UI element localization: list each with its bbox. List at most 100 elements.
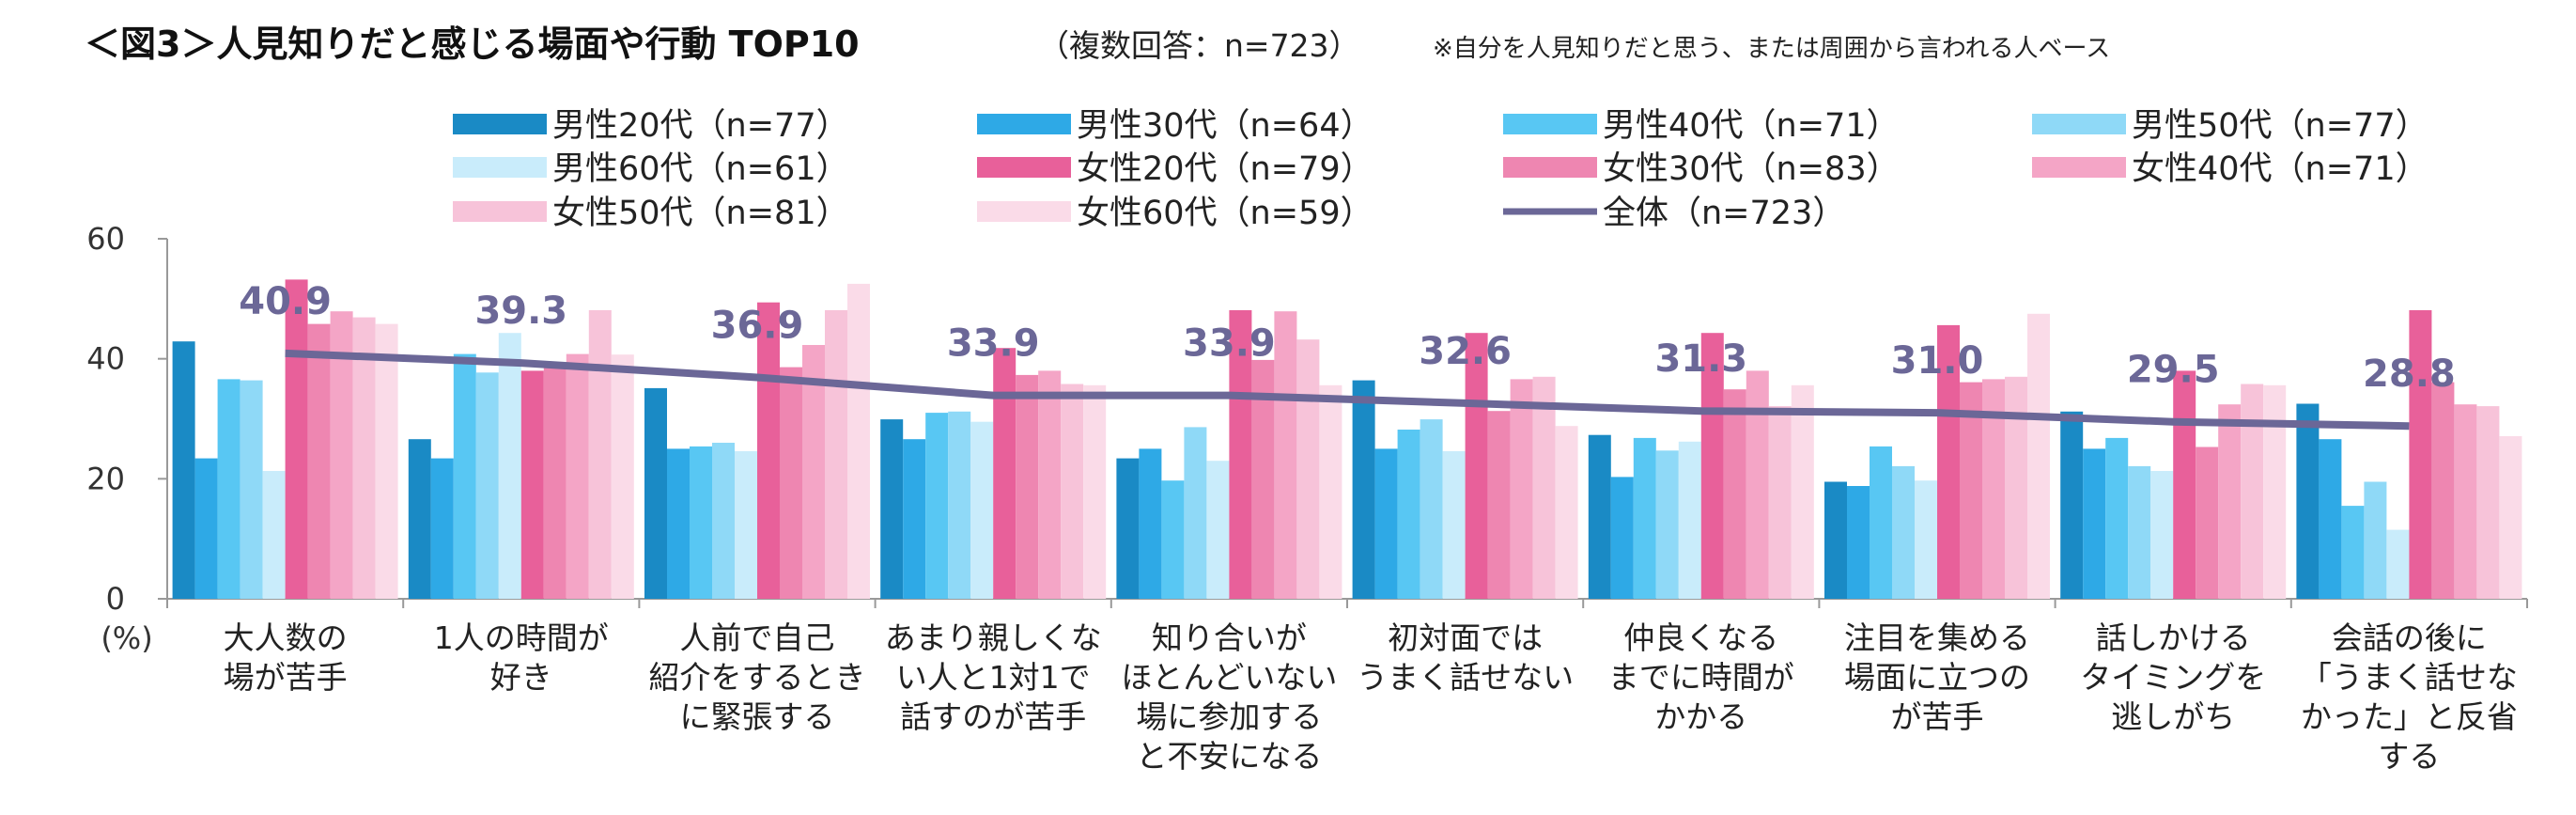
bar <box>307 323 331 599</box>
category-label: 仲良くなるまでに時間がかかる <box>1608 619 1794 735</box>
total-line-layer: 40.9 39.3 36.9 33.9 33.9 32.6 31.3 31.0 29.5 28.8 <box>239 280 2456 431</box>
category-label: 注目を集める場面に立つのが苦手 <box>1844 619 2030 735</box>
bar <box>1610 477 1634 599</box>
bars <box>172 279 2522 599</box>
legend-label: 女性40代（n=71） <box>2132 150 2429 188</box>
bar <box>1960 382 1982 599</box>
bar <box>2083 448 2106 599</box>
legend-swatch <box>977 157 1071 178</box>
bar <box>1633 437 1656 599</box>
bar <box>1555 426 1578 599</box>
bar <box>690 446 712 599</box>
bar <box>2241 384 2264 599</box>
bar <box>1937 324 1960 599</box>
legend: 男性20代（n=77） 男性30代（n=64） 男性40代（n=71） 男性50代（n… <box>453 107 2429 232</box>
bar <box>2150 471 2174 599</box>
bar <box>588 310 612 599</box>
bar <box>667 448 690 599</box>
legend-label: 女性50代（n=81） <box>552 195 849 232</box>
bar <box>1420 419 1443 599</box>
bar <box>2263 384 2287 599</box>
bar <box>543 367 566 599</box>
total-data-label: 40.9 <box>239 280 332 323</box>
bar <box>1229 310 1252 599</box>
chart-subtitle: （複数回答：n=723） <box>1038 27 1360 64</box>
category-label: 大人数の場が苦手 <box>224 619 348 696</box>
total-data-label: 31.0 <box>1891 339 1984 383</box>
bar <box>2476 406 2500 599</box>
y-tick-label: 40 <box>86 341 125 377</box>
bar <box>1465 333 1488 599</box>
legend-swatch <box>1503 114 1597 134</box>
bar <box>2173 370 2196 599</box>
category-label: 初対面ではうまく話せない <box>1357 619 1574 696</box>
bar <box>566 353 589 599</box>
legend-label: 男性20代（n=77） <box>552 107 849 145</box>
bar <box>262 471 286 599</box>
bar <box>1161 480 1185 599</box>
y-tick-label: 0 <box>106 581 125 617</box>
bar <box>1768 406 1792 599</box>
total-data-label: 28.8 <box>2363 353 2456 396</box>
bar <box>847 283 870 599</box>
bar <box>880 419 904 599</box>
legend-swatch <box>453 114 547 134</box>
legend-swatch <box>453 157 547 178</box>
total-data-label: 36.9 <box>711 305 804 348</box>
bar <box>1116 458 1140 599</box>
legend-label: 男性50代（n=77） <box>2132 107 2429 145</box>
bar <box>1274 311 1297 599</box>
legend-swatch <box>2032 157 2126 178</box>
bar <box>2060 411 2084 599</box>
bar <box>1206 461 1230 599</box>
bar <box>408 439 431 599</box>
bar <box>240 380 263 599</box>
bar <box>375 323 398 599</box>
legend-label: 男性60代（n=61） <box>552 150 849 188</box>
bar <box>1588 434 1611 599</box>
total-data-label: 32.6 <box>1419 330 1512 373</box>
bar <box>2218 404 2242 599</box>
bar <box>2431 382 2455 599</box>
bar <box>498 333 521 599</box>
legend-swatch <box>1503 157 1597 178</box>
bar <box>2005 376 2027 599</box>
bar <box>430 458 454 599</box>
bar <box>1487 411 1511 599</box>
legend-swatch <box>453 201 547 222</box>
bar <box>825 310 847 599</box>
bar <box>1296 339 1320 599</box>
bar <box>1892 465 1915 599</box>
y-tick-label: 60 <box>86 221 125 257</box>
bar <box>1746 370 1769 599</box>
category-label: あまり親しくない人と1対1で話すのが苦手 <box>885 619 1102 735</box>
bar <box>1655 450 1679 599</box>
category-label: 知り合いがほとんどいない場に参加すると不安になる <box>1121 619 1337 775</box>
bar <box>611 354 634 599</box>
bar <box>172 341 195 599</box>
bar <box>948 411 971 599</box>
bar <box>1083 384 1107 599</box>
category-label: 人前で自己紹介をするときに緊張する <box>649 619 866 735</box>
bar <box>780 367 802 599</box>
total-data-label: 29.5 <box>2127 349 2220 392</box>
category-labels: 大人数の場が苦手 1人の時間が好き人前で自己紹介をするときに緊張するあまり親しくな… <box>224 619 2518 775</box>
category-label: 1人の時間が好き <box>434 619 609 696</box>
bar <box>285 279 308 599</box>
bar <box>802 345 825 599</box>
bar <box>1700 333 1724 599</box>
bar <box>1791 384 1814 599</box>
bar <box>2027 313 2050 599</box>
bar <box>520 370 544 599</box>
bar <box>2499 436 2522 599</box>
bar <box>1847 486 1870 599</box>
bar <box>1374 448 1398 599</box>
bar <box>1319 384 1342 599</box>
chart-base-note: ※自分を人見知りだと思う、または周囲から言われる人ベース <box>1433 35 2110 63</box>
bar <box>2105 437 2129 599</box>
total-line <box>285 349 2410 431</box>
chart-title: ＜図3＞人見知りだと感じる場面や行動 TOP10 <box>85 24 860 65</box>
bar <box>2386 529 2410 599</box>
category-label: 会話の後に「うまく話せなかった」と反省する <box>2301 619 2518 775</box>
